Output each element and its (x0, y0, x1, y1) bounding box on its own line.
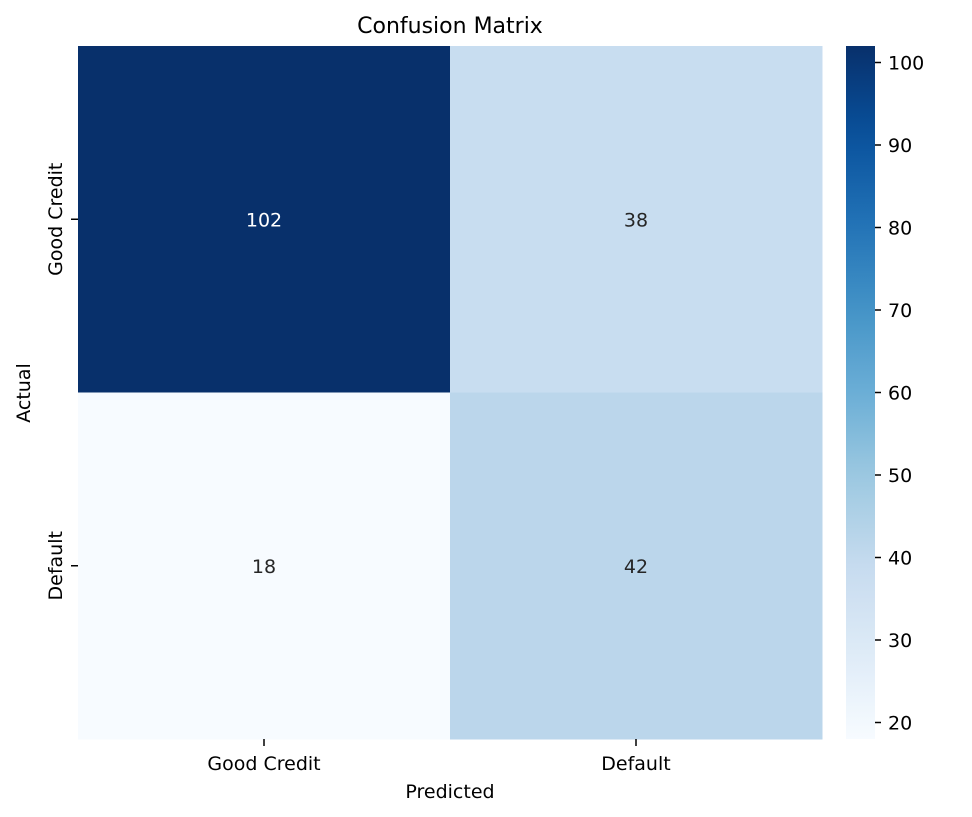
heatmap-cell-r0-c1 (450, 46, 823, 393)
heatmap-cell-label-r1-c1: 42 (624, 556, 648, 578)
chart-title: Confusion Matrix (357, 14, 543, 39)
colorbar-tick-label-6: 80 (888, 218, 912, 240)
heatmap-cell-label-r0-c1: 38 (624, 209, 648, 231)
colorbar-tick-label-1: 30 (888, 630, 912, 652)
y-axis-ticks: Good Credit Default (45, 163, 78, 600)
heatmap-cell-r1-c0 (78, 392, 451, 740)
heatmap-cell-label-r0-c0: 102 (246, 209, 282, 231)
colorbar-tick-label-4: 60 (888, 383, 912, 405)
heatmap-cell-r0-c0 (78, 46, 451, 393)
colorbar-ticks: 20 30 40 50 60 70 80 90 100 (875, 53, 924, 735)
colorbar-tick-label-0: 20 (888, 713, 912, 735)
heatmap-cells (78, 46, 823, 740)
x-axis-ticks: Good Credit Default (207, 739, 671, 775)
x-tick-label-0: Good Credit (207, 753, 320, 775)
colorbar-tick-label-3: 50 (888, 465, 912, 487)
heatmap-annotations: 102 38 18 42 (246, 209, 648, 578)
heatmap-cell-r1-c1 (450, 392, 823, 740)
colorbar-tick-label-8: 100 (888, 53, 924, 75)
x-tick-label-1: Default (601, 753, 670, 775)
colorbar-tick-label-2: 40 (888, 548, 912, 570)
colorbar (846, 46, 875, 739)
heatmap-cell-label-r1-c0: 18 (252, 556, 276, 578)
y-tick-label-0: Good Credit (45, 163, 67, 276)
y-tick-label-1: Default (45, 531, 67, 600)
x-axis-label: Predicted (405, 781, 494, 803)
colorbar-tick-label-7: 90 (888, 135, 912, 157)
colorbar-tick-label-5: 70 (888, 300, 912, 322)
y-axis-label: Actual (13, 363, 35, 423)
